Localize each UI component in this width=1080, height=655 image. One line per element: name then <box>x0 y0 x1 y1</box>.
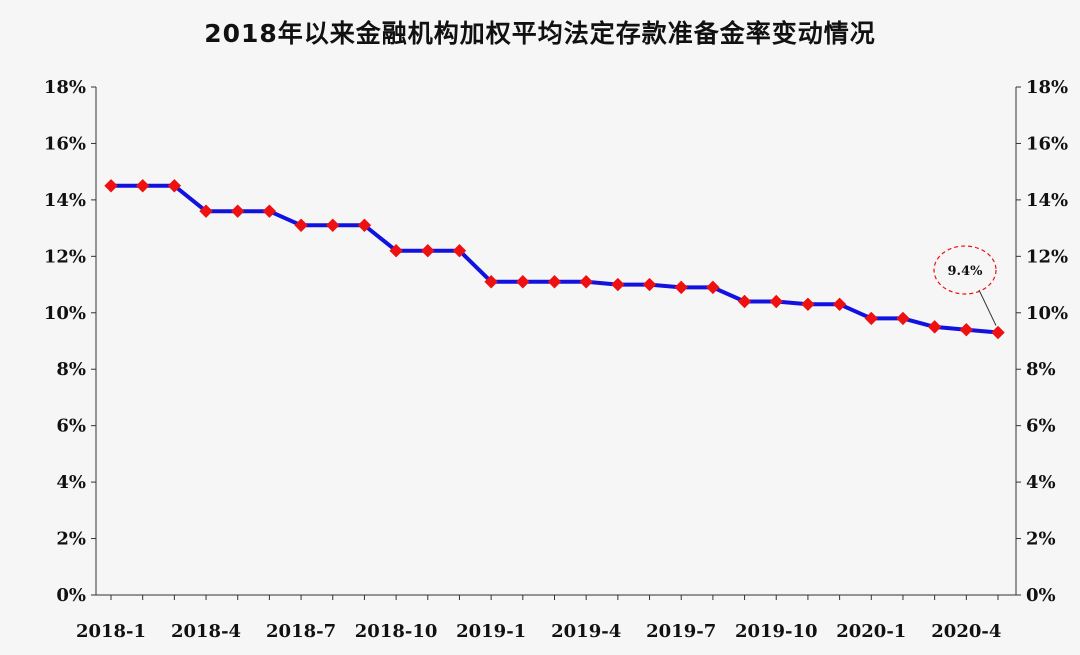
data-point-marker <box>516 275 530 289</box>
y-tick-label-left: 18% <box>44 77 86 98</box>
data-point-marker <box>832 297 847 312</box>
y-tick-label-left: 8% <box>56 359 86 380</box>
series-line <box>111 183 999 335</box>
data-point-marker <box>452 243 467 258</box>
y-tick-label-left: 2% <box>56 529 86 550</box>
data-point-marker <box>421 243 435 258</box>
data-point-marker <box>864 311 878 326</box>
x-tick-label: 2019-7 <box>646 621 716 642</box>
y-tick-label-left: 14% <box>44 190 86 211</box>
y-tick-label-right: 0% <box>1026 585 1056 606</box>
data-point-marker <box>674 280 688 295</box>
y-tick-label-right: 14% <box>1026 190 1068 211</box>
x-tick-label: 2019-1 <box>456 621 526 642</box>
data-point-marker <box>737 294 752 309</box>
y-tick-label-left: 0% <box>56 585 86 606</box>
callout-label: 9.4% <box>948 264 984 279</box>
data-point-marker <box>611 277 625 292</box>
data-point-marker <box>199 204 213 218</box>
y-tick-label-right: 4% <box>1026 472 1056 493</box>
data-point-marker <box>357 218 372 232</box>
data-point-marker <box>706 280 720 295</box>
data-point-marker <box>484 275 498 289</box>
data-point-marker <box>579 275 593 289</box>
data-point-marker <box>326 218 340 232</box>
data-point-marker <box>769 294 783 309</box>
y-tick-label-right: 18% <box>1026 77 1068 98</box>
y-tick-label-right: 10% <box>1026 303 1068 324</box>
y-tick-label-right: 16% <box>1026 133 1068 154</box>
y-tick-label-left: 6% <box>56 416 86 437</box>
data-point-marker <box>991 325 1005 340</box>
x-tick-label: 2019-4 <box>551 621 621 642</box>
data-point-marker <box>135 179 150 193</box>
y-tick-label-left: 12% <box>44 246 86 267</box>
data-point-marker <box>294 218 308 232</box>
data-point-marker <box>927 320 942 334</box>
x-tick-label: 2019-10 <box>735 621 818 642</box>
chart-title: 2018年以来金融机构加权平均法定存款准备金率变动情况 <box>204 19 876 48</box>
y-tick-label-right: 12% <box>1026 246 1068 267</box>
y-tick-label-left: 16% <box>44 133 86 154</box>
x-tick-label: 2020-1 <box>836 621 906 642</box>
x-tick-label: 2018-10 <box>355 621 438 642</box>
x-tick-label: 2018-7 <box>266 621 336 642</box>
data-point-marker <box>262 204 277 218</box>
data-point-marker <box>959 323 974 337</box>
callout-leader-line <box>978 289 997 326</box>
data-point-marker <box>801 297 815 312</box>
data-point-marker <box>642 277 657 292</box>
y-tick-label-right: 2% <box>1026 529 1056 550</box>
callout-ellipse <box>933 245 997 295</box>
y-tick-label-left: 4% <box>56 472 86 493</box>
x-tick-label: 2018-1 <box>76 621 146 642</box>
x-tick-label: 2020-4 <box>931 621 1001 642</box>
data-point-marker <box>896 311 910 326</box>
y-tick-label-right: 6% <box>1026 416 1056 437</box>
y-tick-label-left: 10% <box>44 303 86 324</box>
data-point-marker <box>547 275 562 289</box>
data-point-marker <box>389 243 403 258</box>
data-point-marker <box>167 179 182 193</box>
data-point-marker <box>104 179 118 193</box>
y-tick-label-right: 8% <box>1026 359 1056 380</box>
data-point-marker <box>231 204 245 218</box>
x-tick-label: 2018-4 <box>171 621 241 642</box>
